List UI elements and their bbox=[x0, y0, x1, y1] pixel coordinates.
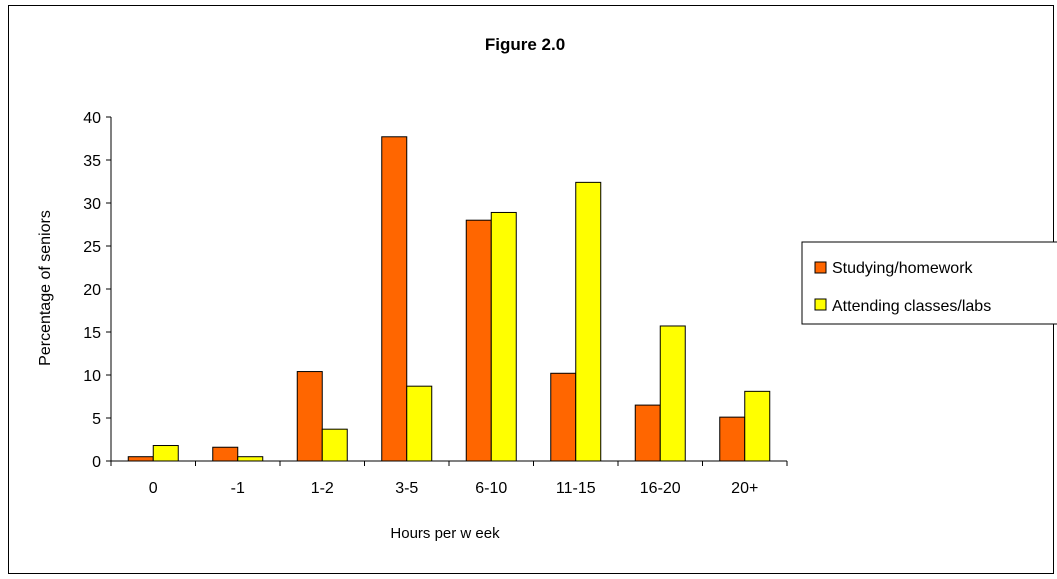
y-tick-label: 0 bbox=[92, 454, 101, 471]
y-tick-label: 5 bbox=[92, 411, 101, 428]
bars bbox=[127, 136, 771, 462]
bar-attending bbox=[321, 428, 348, 462]
bar-studying bbox=[465, 219, 492, 462]
legend-box bbox=[801, 241, 1057, 325]
x-tick-label: -1 bbox=[231, 480, 245, 497]
bar-studying bbox=[381, 136, 408, 462]
bar-attending bbox=[237, 456, 264, 462]
x-tick-label: 3-5 bbox=[395, 480, 418, 497]
y-tick-label: 20 bbox=[83, 282, 101, 299]
y-tick-label: 40 bbox=[83, 110, 101, 127]
y-axis-label: Percentage of seniors bbox=[37, 210, 54, 366]
x-axis-label: Hours per w eek bbox=[390, 525, 500, 542]
legend-swatch-studying bbox=[814, 261, 827, 274]
legend: Studying/homework Attending classes/labs bbox=[801, 241, 1057, 325]
bar-studying bbox=[634, 404, 661, 462]
x-tick-label: 6-10 bbox=[475, 480, 507, 497]
x-tick-label: 20+ bbox=[731, 480, 758, 497]
bar-attending bbox=[490, 211, 517, 462]
y-tick-label: 15 bbox=[83, 325, 101, 342]
y-tick-label: 10 bbox=[83, 368, 101, 385]
legend-label-attending: Attending classes/labs bbox=[832, 298, 991, 315]
x-axis-ticks: 0 -1 1-2 3-5 6-10 11-15 16-20 20+ bbox=[110, 461, 788, 497]
bar-attending bbox=[659, 325, 686, 462]
legend-swatch-attending bbox=[814, 298, 827, 311]
bar-studying bbox=[212, 446, 239, 462]
bar-studying bbox=[550, 372, 577, 462]
y-tick-label: 30 bbox=[83, 196, 101, 213]
chart-title: Figure 2.0 bbox=[485, 35, 565, 54]
bar-attending bbox=[575, 181, 602, 462]
bar-attending bbox=[406, 385, 433, 462]
x-tick-label: 11-15 bbox=[556, 480, 596, 497]
bar-studying bbox=[296, 371, 323, 462]
bar-attending bbox=[744, 390, 771, 462]
bar-attending bbox=[152, 445, 179, 462]
x-tick-label: 1-2 bbox=[311, 480, 334, 497]
x-tick-label: 0 bbox=[149, 480, 158, 497]
y-axis-ticks: 0 5 10 15 20 25 30 35 40 bbox=[83, 110, 111, 471]
x-tick-label: 16-20 bbox=[640, 480, 681, 497]
bar-studying bbox=[127, 456, 154, 462]
y-tick-label: 35 bbox=[83, 153, 101, 170]
legend-label-studying: Studying/homework bbox=[832, 260, 974, 277]
bar-studying bbox=[719, 416, 746, 462]
y-tick-label: 25 bbox=[83, 239, 101, 256]
